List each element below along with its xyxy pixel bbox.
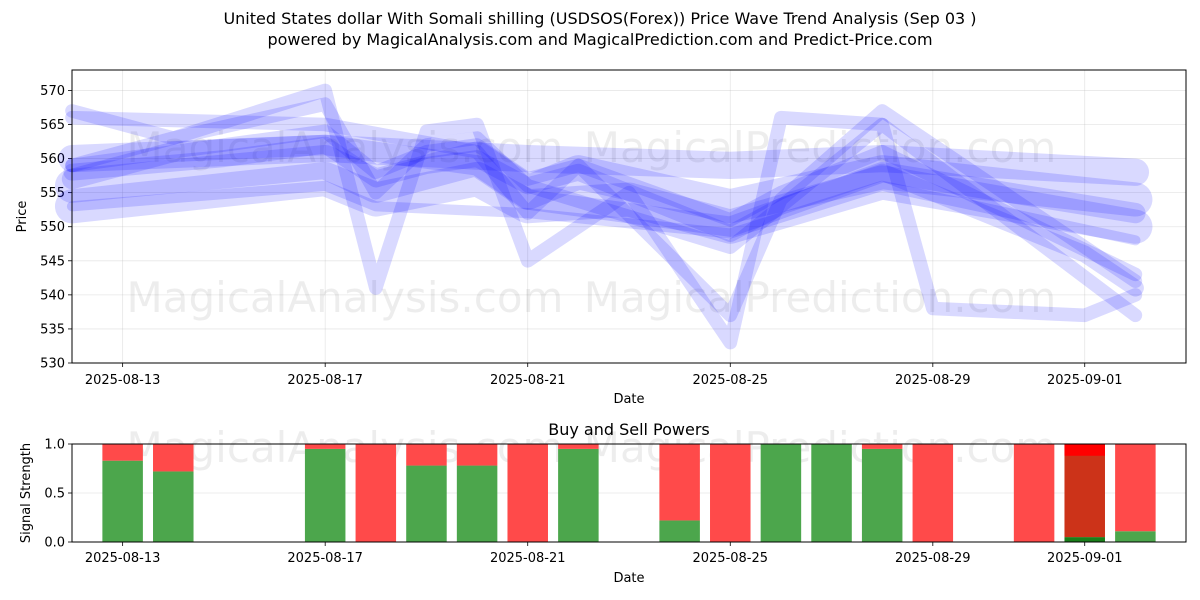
sell-bar [456, 444, 498, 466]
wave-series-5 [65, 124, 1143, 282]
chart-title-block: United States dollar With Somali shillin… [0, 8, 1200, 50]
price-x-axis-label: Date [613, 392, 644, 407]
buy-bar [558, 448, 599, 542]
wave-series-8 [65, 83, 1143, 350]
wave-series-1 [58, 134, 1150, 186]
buy-bar [153, 471, 194, 542]
wave-series-6 [66, 180, 1141, 246]
price-x-tick-label: 2025-08-17 [287, 373, 363, 388]
sell-bar [1115, 444, 1156, 532]
sell-bar [1013, 444, 1055, 542]
price-x-tick-label: 2025-09-01 [1047, 373, 1123, 388]
price-y-tick-label: 540 [40, 288, 65, 303]
signal-x-tick-label: 2025-08-25 [692, 551, 768, 566]
chart-title: United States dollar With Somali shillin… [223, 9, 977, 28]
price-y-tick-label: 545 [40, 254, 65, 269]
signal-y-tick-label: 0.0 [44, 536, 65, 551]
wave-series-10 [61, 134, 1146, 237]
buy-bar [406, 465, 447, 542]
price-x-tick-label: 2025-08-13 [85, 373, 161, 388]
sell-bar [659, 444, 700, 521]
wave-series-3 [54, 161, 1153, 244]
wave-series-7 [65, 97, 1143, 323]
wave-series-4 [63, 136, 1144, 297]
buy-bar [304, 448, 346, 542]
watermark-text: MagicalPrediction.com [584, 123, 1057, 172]
signal-axes-frame [71, 443, 1187, 543]
sell-bar [153, 444, 194, 472]
buy-bar [1115, 531, 1156, 542]
sell-bar [406, 444, 447, 466]
price-y-tick-label: 565 [40, 118, 65, 133]
buy-bar [1064, 537, 1105, 542]
signal-x-axis-label: Date [613, 571, 644, 586]
buy-bar [760, 444, 802, 542]
buy-bar [456, 465, 498, 542]
price-y-tick-label: 555 [40, 186, 65, 201]
price-y-tick-label: 560 [40, 152, 65, 167]
signal-chart-title: Buy and Sell Powers [548, 420, 710, 439]
sell-bar [102, 444, 143, 461]
chart-subtitle: powered by MagicalAnalysis.com and Magic… [267, 30, 933, 49]
signal-x-tick-label: 2025-08-13 [85, 551, 161, 566]
price-axes-frame [71, 69, 1187, 364]
watermark-text: MagicalAnalysis.com [127, 273, 564, 322]
price-y-axis-label: Price [15, 201, 30, 233]
price-y-tick-label: 570 [40, 84, 65, 99]
price-y-tick-label: 550 [40, 220, 65, 235]
watermark-text: MagicalAnalysis.com [127, 123, 564, 172]
sell-bar [912, 444, 954, 542]
price-y-tick-label: 535 [40, 322, 65, 337]
sell-bar [861, 444, 903, 449]
buy-bar [659, 520, 700, 542]
watermark-text: MagicalPrediction.com [584, 273, 1057, 322]
buy-bar [102, 460, 143, 542]
signal-y-tick-label: 1.0 [44, 438, 65, 453]
signal-x-tick-label: 2025-08-21 [490, 551, 566, 566]
sell-bar [304, 444, 346, 449]
signal-y-axis-label: Signal Strength [19, 443, 34, 543]
wave-series-9 [65, 104, 1143, 323]
sell-bar [1064, 444, 1105, 538]
sell-bar [507, 444, 548, 542]
signal-x-tick-label: 2025-08-29 [895, 551, 971, 566]
buy-bar [811, 444, 852, 542]
price-x-tick-label: 2025-08-29 [895, 373, 971, 388]
signal-x-tick-label: 2025-09-01 [1047, 551, 1123, 566]
price-x-tick-label: 2025-08-25 [692, 373, 768, 388]
wave-series-2 [54, 141, 1153, 224]
sell-bar-overlay [1064, 444, 1105, 456]
buy-bar [861, 448, 903, 542]
sell-bar [710, 444, 751, 542]
price-x-tick-label: 2025-08-21 [490, 373, 566, 388]
price-y-tick-label: 530 [40, 357, 65, 372]
signal-x-tick-label: 2025-08-17 [287, 551, 363, 566]
sell-bar [558, 444, 599, 449]
sell-bar [355, 444, 397, 542]
signal-y-tick-label: 0.5 [44, 487, 65, 502]
